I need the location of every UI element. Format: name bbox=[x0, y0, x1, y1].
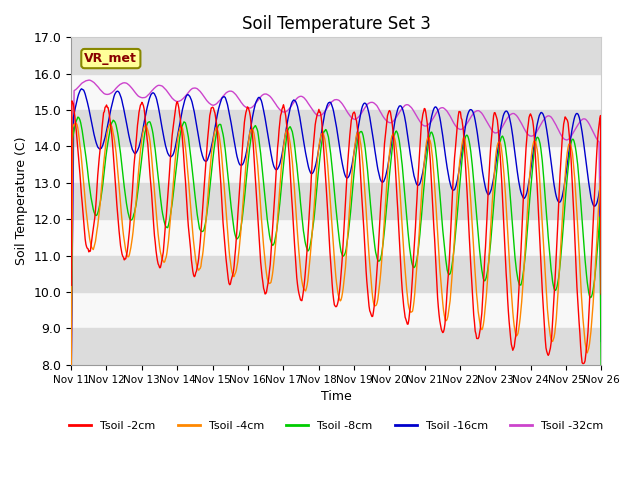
Legend: Tsoil -2cm, Tsoil -4cm, Tsoil -8cm, Tsoil -16cm, Tsoil -32cm: Tsoil -2cm, Tsoil -4cm, Tsoil -8cm, Tsoi… bbox=[65, 416, 608, 435]
Bar bbox=[71, 110, 601, 146]
Y-axis label: Soil Temperature (C): Soil Temperature (C) bbox=[15, 137, 28, 265]
Bar bbox=[71, 256, 601, 292]
Bar bbox=[71, 328, 601, 365]
X-axis label: Time: Time bbox=[321, 390, 351, 403]
Bar bbox=[71, 37, 601, 74]
Bar bbox=[71, 183, 601, 219]
Text: VR_met: VR_met bbox=[84, 52, 138, 65]
Title: Soil Temperature Set 3: Soil Temperature Set 3 bbox=[242, 15, 431, 33]
